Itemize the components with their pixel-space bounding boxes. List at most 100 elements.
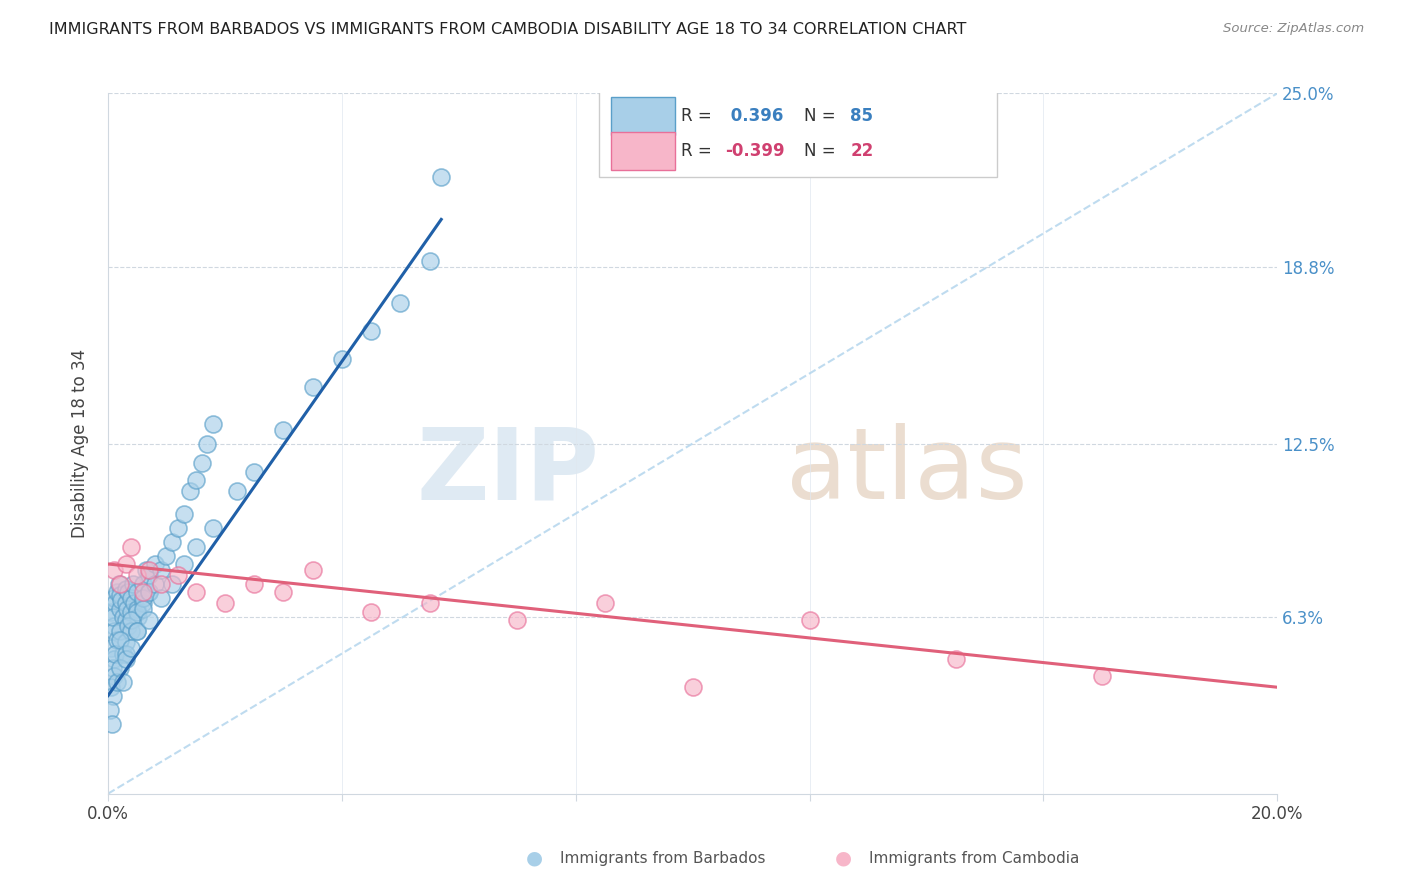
Point (107, 576, 129, 591)
Point (138, 613, 160, 627)
Point (506, 613, 529, 627)
Point (162, 576, 184, 591)
Point (149, 591, 172, 605)
Text: 22: 22 (851, 142, 873, 160)
Point (138, 563, 160, 577)
Point (184, 540, 207, 554)
Point (111, 647, 134, 661)
Point (117, 618, 139, 632)
Point (100, 680, 122, 694)
Point (202, 417, 225, 431)
Point (103, 669, 125, 683)
Point (103, 624, 125, 639)
Point (430, 170, 453, 185)
Text: R =: R = (681, 107, 717, 125)
Point (127, 624, 149, 639)
Point (120, 591, 142, 605)
Point (121, 576, 143, 591)
Point (127, 602, 149, 616)
Point (799, 613, 821, 627)
Point (273, 585, 295, 599)
Point (103, 591, 125, 605)
Point (149, 563, 172, 577)
Point (108, 660, 131, 674)
Point (120, 613, 142, 627)
Point (120, 540, 142, 554)
Point (114, 613, 136, 627)
Point (167, 568, 190, 582)
Point (127, 624, 149, 639)
Point (173, 507, 195, 521)
Point (419, 596, 441, 610)
Text: ZIP: ZIP (416, 423, 599, 520)
Point (360, 605, 382, 619)
Point (103, 689, 125, 703)
Text: R =: R = (681, 142, 717, 160)
Point (301, 563, 323, 577)
Point (225, 484, 247, 499)
Point (132, 596, 155, 610)
Text: ●: ● (835, 848, 852, 868)
Point (149, 576, 172, 591)
Point (389, 296, 412, 310)
Point (132, 602, 155, 616)
Point (120, 605, 142, 619)
Point (111, 610, 134, 624)
Point (155, 549, 177, 563)
Point (419, 254, 441, 268)
Point (108, 632, 131, 647)
Y-axis label: Disability Age 18 to 34: Disability Age 18 to 34 (72, 349, 89, 538)
Text: atlas: atlas (786, 423, 1028, 520)
Point (202, 520, 225, 534)
FancyBboxPatch shape (610, 97, 675, 136)
Point (104, 647, 127, 661)
Point (173, 557, 195, 571)
Point (105, 632, 128, 647)
Point (179, 484, 201, 499)
Point (105, 674, 128, 689)
Text: Immigrants from Cambodia: Immigrants from Cambodia (869, 851, 1080, 865)
Point (132, 585, 155, 599)
Point (108, 588, 131, 602)
Point (243, 576, 266, 591)
Text: IMMIGRANTS FROM BARBADOS VS IMMIGRANTS FROM CAMBODIA DISABILITY AGE 18 TO 34 COR: IMMIGRANTS FROM BARBADOS VS IMMIGRANTS F… (49, 22, 966, 37)
Point (105, 585, 128, 599)
Point (114, 557, 136, 571)
Point (330, 352, 353, 367)
Text: -0.399: -0.399 (725, 142, 785, 160)
Point (120, 640, 142, 655)
Point (114, 647, 136, 661)
Point (103, 563, 125, 577)
Point (110, 593, 132, 607)
Point (945, 652, 967, 666)
Text: N =: N = (804, 107, 841, 125)
Point (132, 576, 155, 591)
Point (127, 568, 149, 582)
Point (243, 465, 266, 479)
Point (143, 557, 166, 571)
FancyBboxPatch shape (610, 132, 675, 170)
Point (127, 610, 149, 624)
Point (135, 563, 157, 577)
Text: ●: ● (526, 848, 543, 868)
Text: N =: N = (804, 142, 841, 160)
Point (101, 660, 124, 674)
Point (162, 534, 184, 549)
Point (103, 652, 125, 666)
Point (273, 423, 295, 437)
Point (143, 576, 166, 591)
Point (593, 596, 616, 610)
Point (360, 325, 382, 339)
Point (114, 596, 136, 610)
Text: Source: ZipAtlas.com: Source: ZipAtlas.com (1223, 22, 1364, 36)
FancyBboxPatch shape (599, 79, 997, 178)
Point (117, 585, 139, 599)
Point (101, 610, 124, 624)
Point (98, 703, 121, 717)
Point (124, 596, 146, 610)
Point (111, 674, 134, 689)
Point (108, 576, 131, 591)
Point (100, 605, 122, 619)
Point (108, 624, 131, 639)
Point (114, 652, 136, 666)
